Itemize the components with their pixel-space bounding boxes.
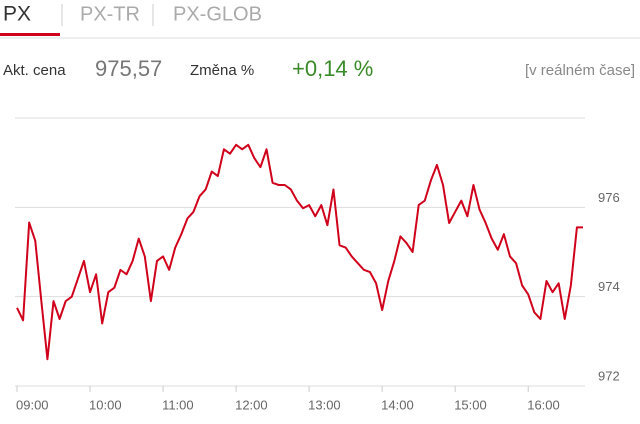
price-line xyxy=(16,143,583,361)
x-tick-label: 11:00 xyxy=(162,397,194,412)
x-tick-label: 09:00 xyxy=(16,397,49,412)
chart: 972 974 976 09:00 10:00 11:00 12:00 13:00 14:00 1… xyxy=(15,117,620,412)
price: 975,57 xyxy=(95,56,162,81)
tab-underline xyxy=(0,33,60,36)
tab[interactable]: PX-GLOB xyxy=(173,3,262,25)
change: +0,14 % xyxy=(292,56,373,81)
x-tick-label: 16:00 xyxy=(527,397,560,412)
change-label: Změna % xyxy=(190,62,254,79)
x-tick-label: 10:00 xyxy=(89,397,122,412)
x-tick-label: 14:00 xyxy=(381,397,414,412)
tab[interactable]: PX-TR xyxy=(80,3,140,25)
y-tick-label: 972 xyxy=(598,368,620,383)
tab-active[interactable]: PX xyxy=(3,3,31,26)
x-tick-label: 15:00 xyxy=(454,397,487,412)
x-tick-label: 13:00 xyxy=(308,397,341,412)
realtime-note: [v reálném čase] xyxy=(525,62,635,79)
price-label: Akt. cena xyxy=(3,62,66,79)
y-tick-label: 976 xyxy=(598,190,620,205)
x-tick-label: 12:00 xyxy=(235,397,268,412)
y-tick-label: 974 xyxy=(598,279,620,294)
